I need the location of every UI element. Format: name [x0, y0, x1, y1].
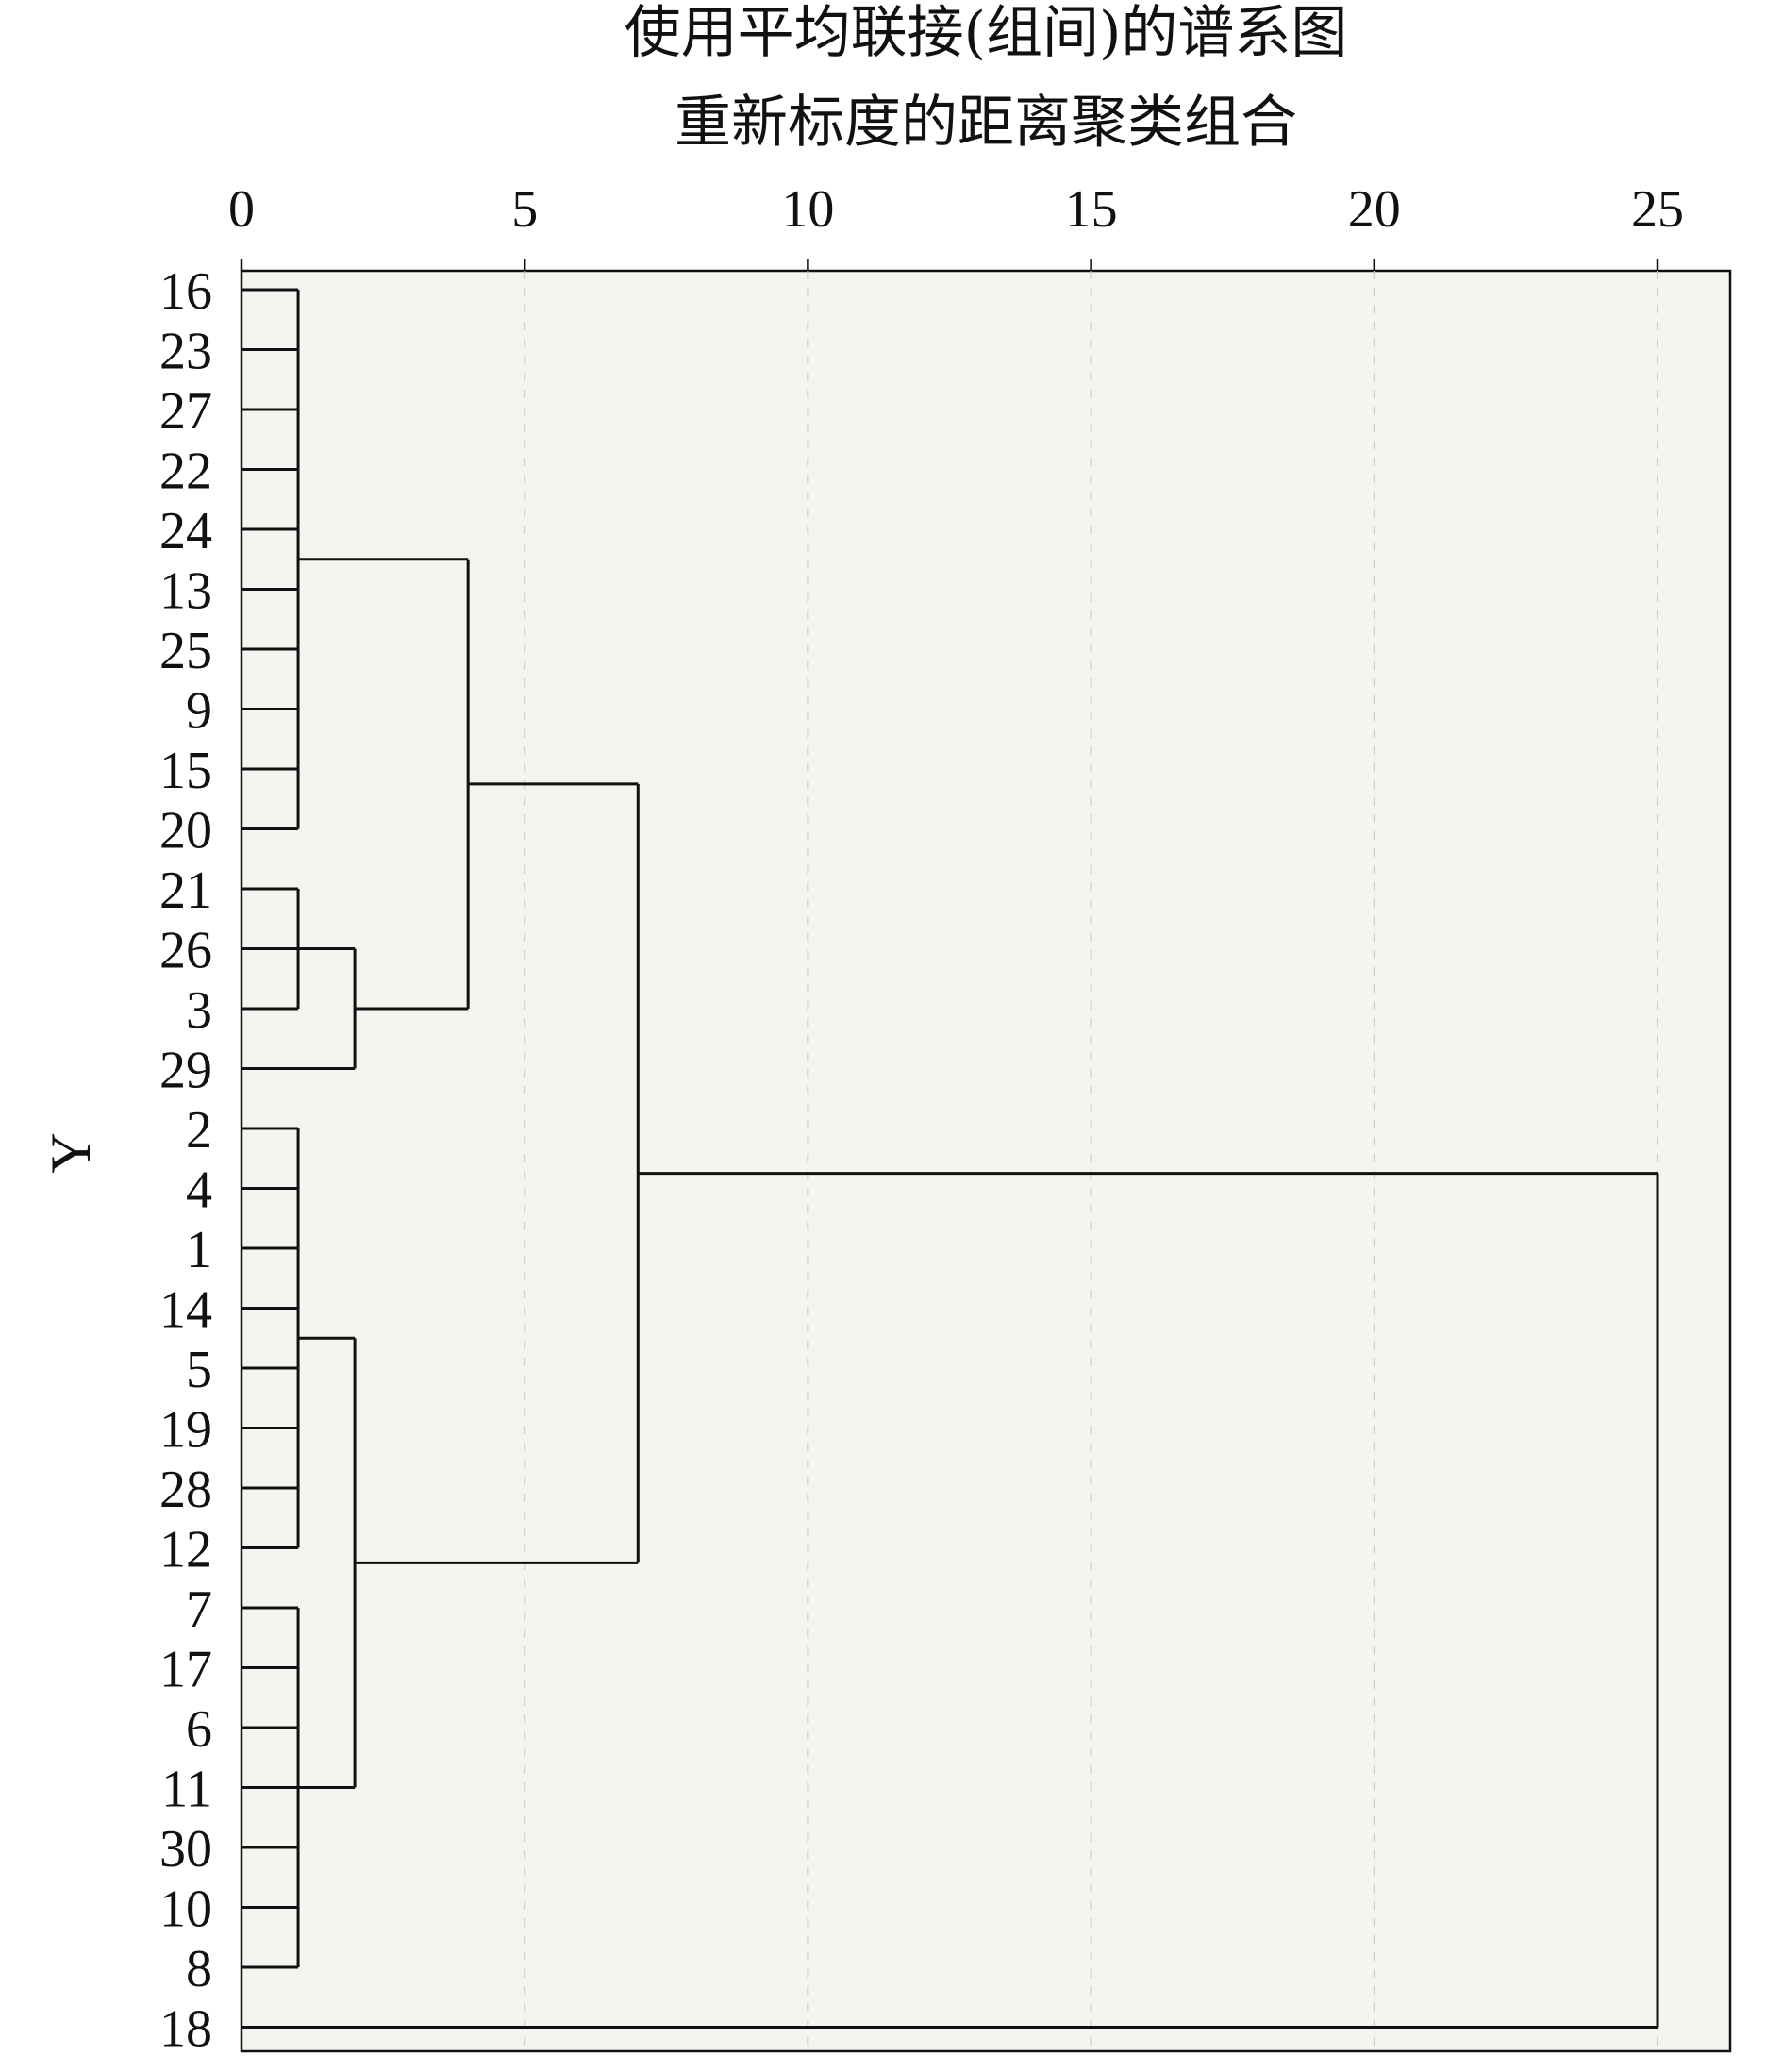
leaf-label-29: 29 — [159, 1042, 212, 1100]
leaf-label-13: 13 — [159, 562, 212, 621]
leaf-label-17: 17 — [159, 1641, 212, 1699]
leaf-label-20: 20 — [159, 802, 212, 861]
merge-9 — [242, 1172, 1659, 2029]
leaf-label-18: 18 — [159, 2000, 212, 2059]
leaf-label-16: 16 — [159, 262, 212, 321]
leaf-label-1: 1 — [186, 1221, 212, 1279]
leaf-label-25: 25 — [159, 622, 212, 680]
leaf-labels: 1623272224132591520212632924114519281271… — [159, 262, 212, 2059]
grid-lines — [524, 271, 1658, 2051]
leaf-label-9: 9 — [186, 682, 212, 741]
leaf-label-14: 14 — [159, 1281, 212, 1340]
x-tick-label-10: 10 — [781, 180, 834, 239]
leaf-label-22: 22 — [159, 443, 212, 501]
chart-title: 使用平均联接(组间)的谱系图 — [625, 0, 1348, 66]
x-ticks: 0 5 10 15 20 25 — [228, 180, 1684, 271]
merge-4 — [242, 1606, 300, 1969]
leaf-label-2: 2 — [186, 1101, 212, 1160]
chart-subtitle: 重新标度的距离聚类组合 — [675, 90, 1297, 156]
y-axis-label: Y — [40, 1132, 102, 1173]
leaf-label-24: 24 — [159, 502, 212, 560]
leaf-label-3: 3 — [186, 981, 212, 1040]
leaf-label-23: 23 — [159, 323, 212, 381]
leaf-label-4: 4 — [186, 1161, 212, 1220]
leaf-label-19: 19 — [159, 1401, 212, 1460]
x-tick-label-20: 20 — [1348, 180, 1401, 239]
leaf-label-5: 5 — [186, 1341, 212, 1399]
x-tick-label-0: 0 — [228, 180, 255, 239]
leaf-label-26: 26 — [159, 922, 212, 980]
leaf-label-7: 7 — [186, 1580, 212, 1639]
x-tick-label-15: 15 — [1065, 180, 1118, 239]
leaf-label-15: 15 — [159, 742, 212, 800]
dendrogram-links — [242, 288, 1659, 2029]
leaf-label-28: 28 — [159, 1461, 212, 1519]
plot-area — [240, 269, 1732, 2053]
leaf-label-8: 8 — [186, 1940, 212, 1998]
leaf-label-10: 10 — [159, 1880, 212, 1939]
leaf-label-6: 6 — [186, 1700, 212, 1759]
x-tick-label-25: 25 — [1631, 180, 1684, 239]
leaf-label-12: 12 — [159, 1521, 212, 1579]
x-tick-label-5: 5 — [511, 180, 538, 239]
leaf-label-27: 27 — [159, 382, 212, 441]
leaf-label-21: 21 — [159, 861, 212, 920]
leaf-label-30: 30 — [159, 1820, 212, 1879]
leaf-label-11: 11 — [161, 1761, 212, 1819]
